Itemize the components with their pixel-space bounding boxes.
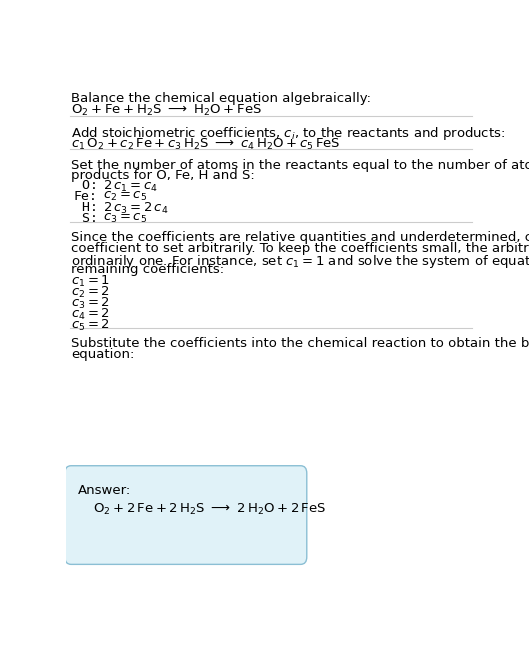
FancyBboxPatch shape <box>65 466 307 564</box>
Text: remaining coefficients:: remaining coefficients: <box>71 263 225 276</box>
Text: Since the coefficients are relative quantities and underdetermined, choose a: Since the coefficients are relative quan… <box>71 230 529 243</box>
Text: O:: O: <box>74 179 97 192</box>
Text: Set the number of atoms in the reactants equal to the number of atoms in the: Set the number of atoms in the reactants… <box>71 159 529 171</box>
Text: $\mathrm{O_2 + 2\,Fe + 2\,H_2S\ \longrightarrow\ 2\,H_2O + 2\,FeS}$: $\mathrm{O_2 + 2\,Fe + 2\,H_2S\ \longrig… <box>93 502 326 517</box>
Text: coefficient to set arbitrarily. To keep the coefficients small, the arbitrary va: coefficient to set arbitrarily. To keep … <box>71 241 529 254</box>
Text: $2\,c_3 = 2\,c_4$: $2\,c_3 = 2\,c_4$ <box>103 201 169 216</box>
Text: products for O, Fe, H and S:: products for O, Fe, H and S: <box>71 170 255 182</box>
Text: $c_3 = 2$: $c_3 = 2$ <box>71 296 111 311</box>
Text: Add stoichiometric coefficients, $c_i$, to the reactants and products:: Add stoichiometric coefficients, $c_i$, … <box>71 125 506 142</box>
Text: equation:: equation: <box>71 348 135 361</box>
Text: $2\,c_1 = c_4$: $2\,c_1 = c_4$ <box>103 179 158 194</box>
Text: $c_1\,\mathrm{O_2} + c_2\,\mathrm{Fe} + c_3\,\mathrm{H_2S}\ \longrightarrow\ c_4: $c_1\,\mathrm{O_2} + c_2\,\mathrm{Fe} + … <box>71 137 341 152</box>
Text: $c_3 = c_5$: $c_3 = c_5$ <box>103 212 147 225</box>
Text: H:: H: <box>74 201 97 214</box>
Text: Answer:: Answer: <box>78 484 131 497</box>
Text: ordinarily one. For instance, set $c_1 = 1$ and solve the system of equations fo: ordinarily one. For instance, set $c_1 =… <box>71 252 529 270</box>
Text: Substitute the coefficients into the chemical reaction to obtain the balanced: Substitute the coefficients into the che… <box>71 337 529 350</box>
Text: $c_2 = 2$: $c_2 = 2$ <box>71 285 111 300</box>
Text: $\mathrm{O_2 + Fe + H_2S\ \longrightarrow\ H_2O + FeS}$: $\mathrm{O_2 + Fe + H_2S\ \longrightarro… <box>71 103 262 118</box>
Text: $c_1 = 1$: $c_1 = 1$ <box>71 274 111 289</box>
Text: Fe:: Fe: <box>74 190 97 203</box>
Text: Balance the chemical equation algebraically:: Balance the chemical equation algebraica… <box>71 92 371 105</box>
Text: $c_5 = 2$: $c_5 = 2$ <box>71 318 111 333</box>
Text: S:: S: <box>74 212 97 225</box>
Text: $c_2 = c_5$: $c_2 = c_5$ <box>103 190 147 203</box>
Text: $c_4 = 2$: $c_4 = 2$ <box>71 307 111 322</box>
